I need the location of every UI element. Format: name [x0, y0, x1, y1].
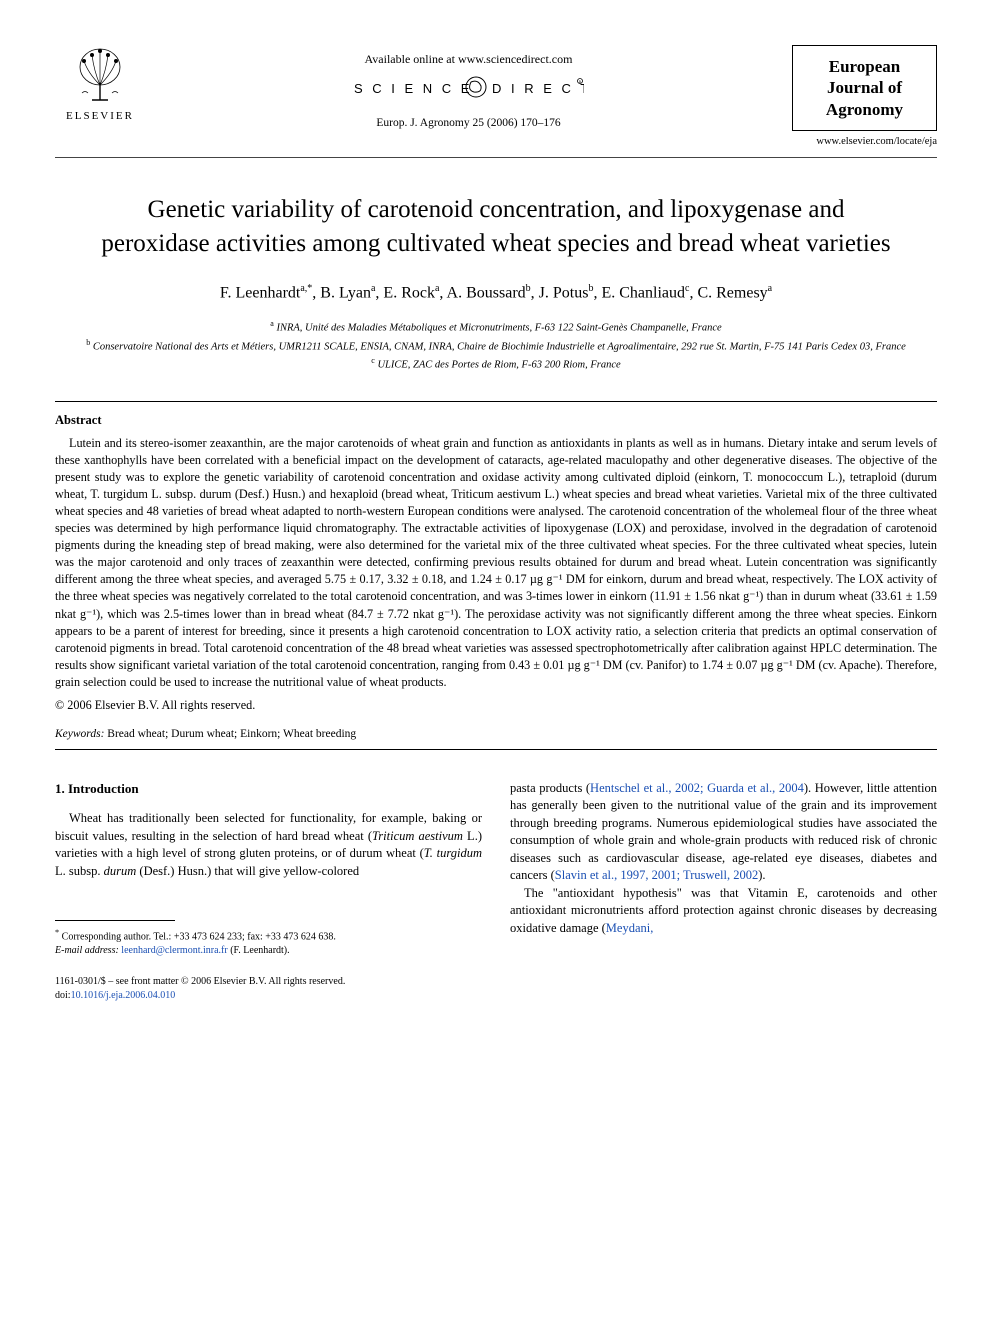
journal-line2: Journal of: [799, 77, 930, 98]
journal-box: European Journal of Agronomy: [792, 45, 937, 131]
abstract-top-rule: [55, 401, 937, 402]
right-column: pasta products (Hentschel et al., 2002; …: [510, 780, 937, 1003]
abstract-heading: Abstract: [55, 412, 937, 429]
svg-text:S C I E N C E: S C I E N C E: [354, 81, 472, 96]
article-title: Genetic variability of carotenoid concen…: [95, 193, 897, 261]
affiliation-c: c ULICE, ZAC des Portes de Riom, F-63 20…: [55, 355, 937, 373]
elsevier-logo: ELSEVIER: [55, 45, 145, 124]
citation-line: Europ. J. Agronomy 25 (2006) 170–176: [145, 116, 792, 132]
available-online-text: Available online at www.sciencedirect.co…: [145, 51, 792, 67]
intro-right-para1: pasta products (Hentschel et al., 2002; …: [510, 780, 937, 885]
affiliation-b: b Conservatoire National des Arts et Mét…: [55, 337, 937, 355]
intro-left-para: Wheat has traditionally been selected fo…: [55, 810, 482, 880]
doi-link[interactable]: 10.1016/j.eja.2006.04.010: [71, 990, 176, 1001]
science-direct-logo: S C I E N C E D I R E C T R: [145, 75, 792, 106]
page-root: ELSEVIER Available online at www.science…: [0, 0, 992, 1032]
corr-email-line: E-mail address: leenhard@clermont.inra.f…: [55, 944, 482, 958]
keywords-text: Bread wheat; Durum wheat; Einkorn; Wheat…: [107, 728, 356, 740]
authors-line: F. Leenhardta,*, B. Lyana, E. Rocka, A. …: [55, 282, 937, 304]
affiliations: a INRA, Unité des Maladies Métaboliques …: [55, 318, 937, 373]
abstract-copyright: © 2006 Elsevier B.V. All rights reserved…: [55, 697, 937, 713]
corr-line: * Corresponding author. Tel.: +33 473 62…: [55, 927, 482, 944]
header-center: Available online at www.sciencedirect.co…: [145, 45, 792, 131]
abstract-body: Lutein and its stereo-isomer zeaxanthin,…: [55, 435, 937, 691]
keywords-line: Keywords: Bread wheat; Durum wheat; Eink…: [55, 727, 937, 743]
header-row: ELSEVIER Available online at www.science…: [55, 45, 937, 149]
keywords-label: Keywords:: [55, 728, 104, 740]
citation-link[interactable]: Slavin et al., 1997, 2001; Truswell, 200…: [555, 868, 758, 882]
body-columns: 1. Introduction Wheat has traditionally …: [55, 780, 937, 1003]
journal-url: www.elsevier.com/locate/eja: [792, 135, 937, 149]
front-matter: 1161-0301/$ – see front matter © 2006 El…: [55, 975, 482, 1002]
abstract-bottom-rule: [55, 749, 937, 750]
journal-title-block: European Journal of Agronomy www.elsevie…: [792, 45, 937, 149]
intro-heading: 1. Introduction: [55, 780, 482, 798]
svg-text:D I R E C T: D I R E C T: [492, 81, 584, 96]
doi-line: doi:10.1016/j.eja.2006.04.010: [55, 989, 482, 1003]
citation-link[interactable]: Hentschel et al., 2002; Guarda et al., 2…: [590, 781, 804, 795]
corresponding-footnote: * Corresponding author. Tel.: +33 473 62…: [55, 927, 482, 957]
journal-line1: European: [799, 56, 930, 77]
front-matter-line1: 1161-0301/$ – see front matter © 2006 El…: [55, 975, 482, 989]
citation-link[interactable]: Meydani,: [606, 921, 654, 935]
elsevier-tree-icon: [70, 45, 130, 105]
header-divider: [55, 157, 937, 158]
left-column: 1. Introduction Wheat has traditionally …: [55, 780, 482, 1003]
svg-text:R: R: [578, 80, 581, 85]
journal-line3: Agronomy: [799, 99, 930, 120]
footnote-divider: [55, 920, 175, 921]
affiliation-a: a INRA, Unité des Maladies Métaboliques …: [55, 318, 937, 336]
corr-email-link[interactable]: leenhard@clermont.inra.fr: [121, 945, 227, 956]
elsevier-label: ELSEVIER: [66, 109, 134, 124]
intro-right-para2: The "antioxidant hypothesis" was that Vi…: [510, 885, 937, 938]
